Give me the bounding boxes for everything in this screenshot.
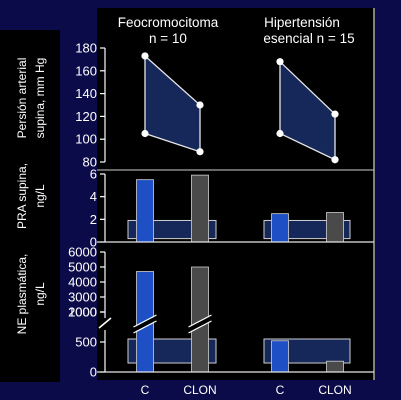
ne-bar-clon [326,360,344,373]
ne-y-tick-label: 0 [90,365,97,380]
bp-y-tick-label: 100 [75,132,97,147]
bp-data-point [276,129,284,138]
bp-data-point [331,110,339,118]
group-title-line: Feocromocitoma [118,15,219,30]
ne-y-axis-label: NE plasmática, [15,254,29,335]
ne-y-tick-label: 4000 [68,275,97,290]
ne-y-tick-label: 2000 [68,305,97,320]
x-tick-label: CLON [183,383,216,397]
pra-bar-clon [191,174,209,243]
ne-bar-break-gap [132,316,158,332]
pra-y-tick-label: 4 [90,189,97,204]
bp-y-tick-label: 80 [83,155,97,170]
x-axis-labels: C CLON C CLON [141,383,352,397]
group-title-line: n = 10 [149,31,187,46]
pra-y-axis-label: PRA supina, [15,163,29,229]
y-axis-labels: Persión arterial supina, mm Hg PRA supin… [15,58,47,335]
pra-y-tick-label: 0 [90,235,97,250]
bp-y-axis-label: Persión arterial [15,58,29,139]
bp-data-point [196,148,204,156]
ne-axis-break-mark [98,317,112,329]
ne-y-tick-label: 5000 [68,260,97,275]
ne-bar-break-mark [133,320,157,334]
pra-y-tick-label: 6 [90,167,97,182]
ne-y-tick-label: 500 [75,335,97,350]
ne-bar-c [271,340,289,373]
bp-data-point [276,58,284,66]
group-titles: Feocromocitoma n = 10 Hipertensión esenc… [118,15,355,46]
bp-y-axis-label: supina, mm Hg [33,58,47,139]
pra-bar-clon [326,212,344,243]
x-tick-label: C [276,383,285,397]
bp-data-point [196,101,204,109]
ne-bar-break-mark [188,320,212,334]
bp-data-point [331,156,339,164]
bp-y-tick-label: 120 [75,109,97,124]
ne-y-tick-label: 3000 [68,290,97,305]
ne-y-tick-label: 1000 [68,305,97,320]
group-title-line: Hipertensión [264,15,340,30]
pra-y-axis-label: ng/L [33,184,47,208]
ne-bar-break-gap [187,316,213,332]
pra-bar-c [271,213,289,243]
chart-panels: 80 100 120 140 160 180 0 2 4 6 0 500 100020003000400… [68,41,374,380]
bp-data-point [141,52,149,60]
pra-bar-c [136,179,154,243]
ne-y-tick-label: 6000 [68,245,97,260]
ne-bar-break-mark [188,314,212,328]
pra-y-tick-label: 2 [90,212,97,227]
group-title-line: esencial n = 15 [263,31,354,46]
bp-y-tick-label: 140 [75,86,97,101]
x-tick-label: CLON [318,383,351,397]
bp-y-tick-label: 180 [75,41,97,56]
y-axis-label-strip [0,30,60,382]
ne-y-axis-label: ng/L [33,282,47,306]
ne-bar-break-mark [133,314,157,328]
bp-y-tick-label: 160 [75,63,97,78]
bp-data-point [141,129,149,138]
x-tick-label: C [141,383,150,397]
